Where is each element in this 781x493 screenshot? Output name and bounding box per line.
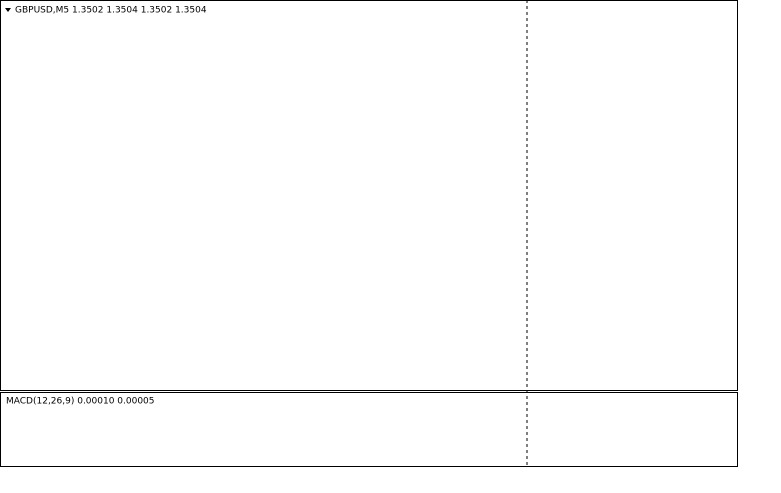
macd-panel-frame bbox=[0, 392, 738, 467]
symbol-menu-arrow[interactable] bbox=[5, 8, 11, 12]
chart-title: GBPUSD,M5 1.3502 1.3504 1.3502 1.3504 bbox=[15, 6, 207, 16]
macd-title: MACD(12,26,9) 0.00010 0.00005 bbox=[6, 397, 155, 407]
main-panel-frame bbox=[0, 0, 738, 391]
